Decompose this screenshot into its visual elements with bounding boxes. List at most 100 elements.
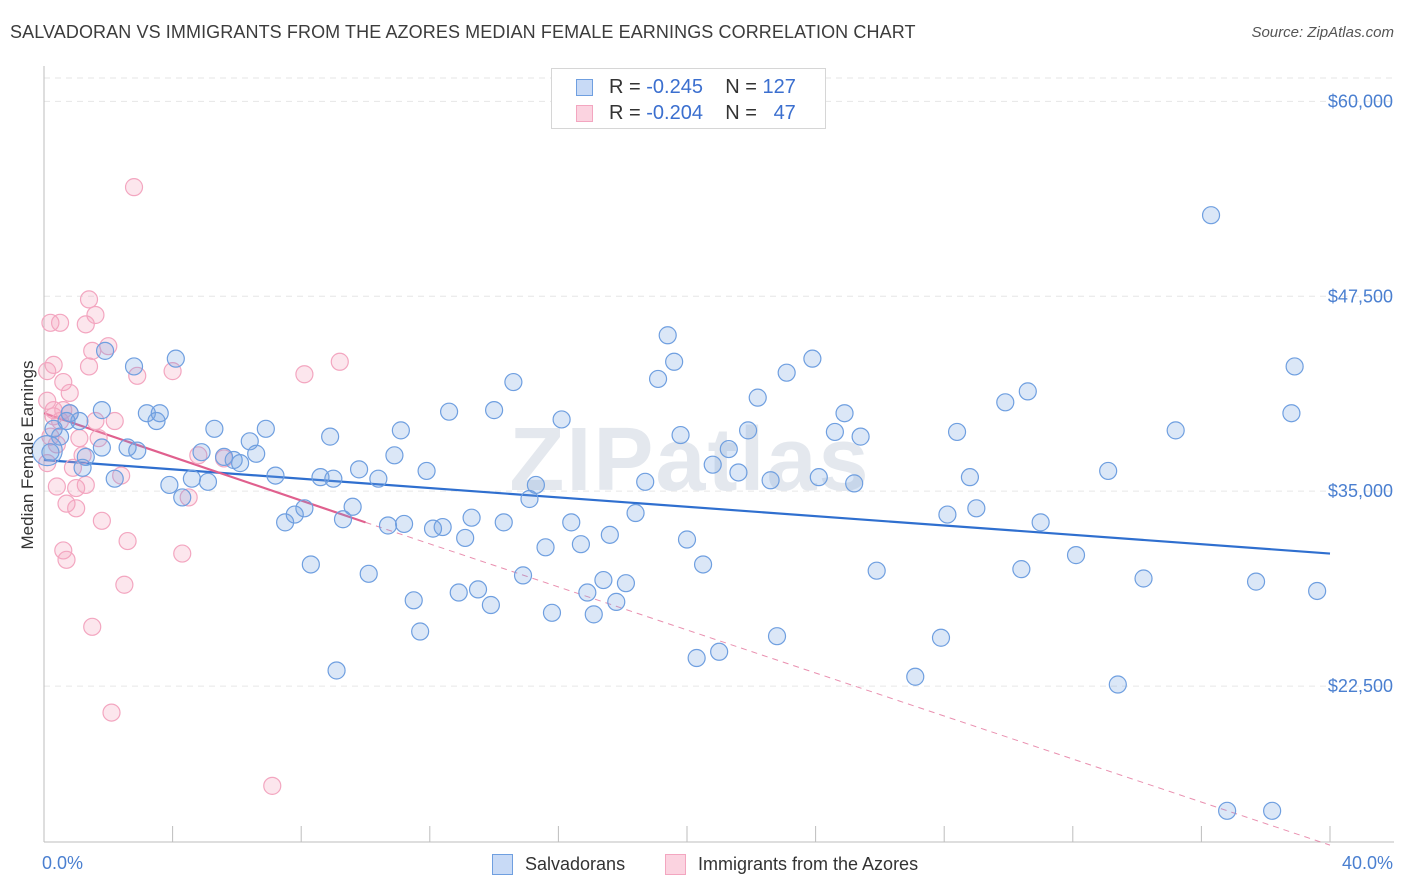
x-tick-label: 40.0% — [1342, 853, 1393, 873]
data-point-salvadoran — [777, 363, 796, 382]
data-point-salvadoran — [182, 469, 201, 488]
data-point-salvadoran — [851, 427, 870, 446]
data-point-azores — [105, 411, 124, 431]
data-point-salvadoran — [648, 369, 668, 389]
legend-r-label: R = — [609, 76, 641, 98]
legend-r-value: -0.204 — [646, 102, 703, 124]
data-point-salvadoran — [761, 471, 780, 490]
data-point-azores — [57, 494, 76, 513]
data-point-salvadoran — [369, 469, 388, 488]
data-point-salvadoran — [1012, 560, 1031, 579]
y-tick-labels: $22,500 $35,000 $47,500 $60,000 — [1328, 91, 1393, 696]
data-point-salvadoran — [938, 505, 957, 524]
data-point-azores — [86, 411, 105, 431]
data-point-salvadoran — [504, 372, 523, 392]
data-point-azores — [83, 617, 102, 636]
data-point-salvadoran — [960, 468, 980, 487]
data-point-azores — [330, 352, 349, 371]
data-point-salvadoran — [205, 419, 224, 438]
data-point-salvadoran — [456, 528, 475, 548]
data-point-salvadoran — [214, 447, 234, 466]
data-point-salvadoran — [1099, 461, 1118, 481]
legend-swatch-blue — [576, 79, 593, 96]
data-point-salvadoran — [481, 595, 500, 615]
data-point-salvadoran — [327, 661, 346, 680]
data-point-salvadoran — [703, 455, 722, 474]
legend-n-label: N = — [725, 102, 757, 124]
data-point-salvadoran — [636, 472, 655, 491]
y-tick-label: $35,000 — [1328, 481, 1393, 501]
data-point-salvadoran — [70, 411, 89, 431]
grid-lines — [44, 77, 1394, 687]
legend-swatch-pink — [576, 105, 593, 122]
data-point-salvadoran — [1031, 513, 1050, 532]
data-point-salvadoran — [137, 404, 156, 423]
data-point-salvadoran — [931, 628, 951, 647]
azores-points — [38, 178, 349, 795]
data-point-salvadoran — [1134, 569, 1153, 588]
data-point-salvadoran — [906, 667, 925, 686]
data-point-salvadoran — [1246, 572, 1266, 591]
legend-n-value: 127 — [762, 76, 796, 98]
data-point-salvadoran — [578, 583, 597, 602]
data-point-salvadoran — [542, 603, 562, 622]
watermark: ZIPatlas — [509, 410, 870, 510]
data-point-salvadoran — [1263, 801, 1282, 820]
data-point-salvadoran — [301, 555, 320, 574]
data-point-salvadoran — [266, 466, 285, 485]
data-point-salvadoran — [1282, 404, 1301, 423]
data-point-salvadoran — [825, 422, 844, 442]
data-point-salvadoran — [1108, 675, 1127, 694]
data-point-salvadoran — [285, 505, 304, 524]
data-point-salvadoran — [324, 469, 343, 488]
y-tick-label: $60,000 — [1328, 91, 1393, 111]
data-point-salvadoran — [417, 461, 436, 481]
data-point-salvadoran — [150, 404, 169, 423]
trend-line-azores-extension — [365, 521, 1331, 846]
data-point-salvadoran — [276, 513, 295, 532]
legend-text: R = -0.204 N = 47 — [609, 102, 796, 125]
data-point-azores — [70, 429, 89, 448]
data-point-salvadoran — [594, 570, 613, 590]
data-point-salvadoran — [693, 555, 713, 574]
data-point-salvadoran — [947, 422, 967, 442]
data-point-salvadoran — [160, 475, 179, 495]
series-legend-label: Salvadorans — [525, 854, 626, 874]
data-point-salvadoran — [378, 516, 398, 535]
data-point-salvadoran — [333, 510, 353, 529]
axes — [43, 66, 1394, 843]
x-tick-labels: 0.0% 40.0% — [42, 853, 1393, 873]
data-point-azores — [54, 372, 73, 392]
data-point-salvadoran — [767, 627, 787, 646]
data-point-salvadoran — [166, 349, 185, 368]
data-point-salvadoran — [118, 438, 137, 457]
data-point-azores — [124, 178, 144, 197]
stats-legend: R = -0.245 N = 127 R = -0.204 N = 47 — [551, 68, 826, 129]
data-point-salvadoran — [1166, 421, 1185, 440]
data-point-salvadoran — [729, 463, 748, 482]
data-point-salvadoran — [687, 648, 706, 668]
data-point-azores — [102, 703, 121, 722]
series-swatch-pink — [665, 854, 686, 875]
data-point-salvadoran — [60, 404, 79, 423]
y-tick-label: $47,500 — [1328, 286, 1393, 306]
legend-text: R = -0.245 N = 127 — [609, 76, 796, 99]
data-point-salvadoran — [192, 443, 211, 462]
data-point-salvadoran — [513, 566, 533, 585]
data-point-salvadoran — [671, 425, 690, 445]
data-point-salvadoran — [1201, 206, 1221, 225]
data-point-salvadoran — [996, 393, 1015, 412]
data-point-salvadoran — [626, 503, 645, 523]
data-point-salvadoran — [385, 446, 404, 465]
data-point-salvadoran — [1018, 382, 1037, 401]
data-point-salvadoran — [1285, 357, 1304, 376]
data-point-salvadoran — [41, 443, 60, 462]
data-point-salvadoran — [349, 460, 369, 479]
data-point-azores — [67, 499, 86, 518]
data-point-salvadoran — [295, 499, 314, 518]
data-point-salvadoran — [584, 605, 603, 624]
data-point-salvadoran — [468, 580, 488, 599]
data-point-salvadoran — [665, 352, 684, 371]
data-point-salvadoran — [600, 525, 619, 544]
